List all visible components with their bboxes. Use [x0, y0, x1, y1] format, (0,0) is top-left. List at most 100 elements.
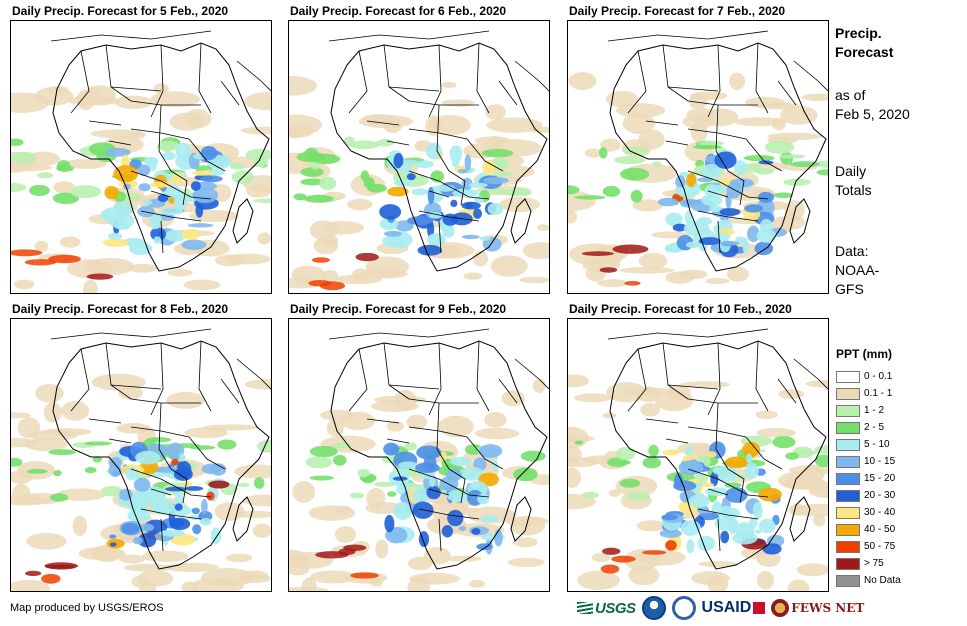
precip-patch	[369, 577, 383, 587]
precip-patch	[765, 140, 795, 154]
country-border	[428, 44, 442, 118]
precip-patch	[159, 529, 185, 537]
precip-patch	[758, 518, 776, 534]
precip-patch	[714, 151, 737, 169]
precip-patch	[449, 145, 463, 163]
precip-patch	[289, 549, 309, 569]
precip-patch	[450, 199, 458, 207]
panel-title: Daily Precip. Forecast for 8 Feb., 2020	[12, 302, 229, 316]
precip-patch	[56, 160, 71, 172]
precip-patch	[720, 530, 730, 544]
country-border	[170, 170, 188, 206]
legend-label: 30 - 40	[864, 507, 896, 518]
precip-patch	[334, 274, 382, 285]
precip-patch	[461, 201, 481, 210]
country-border	[645, 418, 679, 424]
legend-item: 30 - 40	[836, 504, 901, 521]
precip-patch	[446, 489, 471, 502]
data-source-label: Data:	[835, 243, 869, 259]
legend-label: 10 - 15	[864, 456, 896, 467]
precip-patch	[624, 280, 641, 286]
precip-patch	[691, 571, 730, 586]
precip-patch	[107, 232, 123, 240]
precip-patch	[747, 225, 760, 243]
totals-line: Totals	[835, 182, 872, 198]
precip-patch	[694, 482, 703, 488]
precip-patch	[706, 451, 717, 459]
precip-patch	[225, 553, 253, 563]
precip-patch	[84, 467, 97, 474]
precip-patch	[311, 153, 341, 165]
precip-patch	[468, 580, 486, 588]
precip-patch	[173, 194, 186, 212]
precip-patch	[623, 146, 650, 156]
precip-patch	[648, 444, 659, 457]
precip-patch	[11, 138, 24, 147]
precip-patch	[192, 187, 219, 204]
legend-label: 0 - 0.1	[864, 371, 893, 382]
africa-outline	[52, 42, 270, 272]
country-border	[438, 220, 442, 254]
precip-patch	[175, 142, 192, 161]
logo-strip: USGS USAID FEWS NET	[577, 594, 864, 622]
precip-patch	[119, 488, 133, 501]
precip-patch	[123, 563, 173, 572]
precip-patch	[48, 449, 77, 456]
precip-patch	[416, 445, 442, 460]
precip-patch	[292, 481, 316, 503]
africa-outline	[330, 42, 548, 272]
precip-patch	[719, 208, 741, 216]
legend-swatch	[836, 438, 860, 451]
country-border	[220, 80, 240, 106]
precip-patch	[771, 117, 786, 131]
precip-patch	[367, 183, 387, 193]
precip-patch	[321, 269, 339, 284]
precip-patch	[732, 531, 758, 545]
precip-patch	[527, 126, 549, 133]
precip-patch	[742, 441, 761, 458]
precip-patch	[756, 198, 775, 217]
country-border	[436, 104, 450, 172]
precip-patch	[778, 154, 806, 159]
country-border	[717, 518, 721, 552]
precip-patch	[725, 487, 748, 503]
precip-patch	[137, 532, 157, 548]
precip-patch	[428, 114, 471, 136]
precip-patch	[170, 533, 196, 546]
precip-map	[10, 20, 272, 294]
precip-patch	[724, 482, 742, 488]
precip-patch	[293, 193, 307, 201]
forecast-panel-feb-9: Daily Precip. Forecast for 9 Feb., 2020	[288, 302, 550, 594]
precip-patch	[289, 124, 314, 138]
legend-swatch	[836, 557, 860, 570]
precip-patch	[447, 509, 464, 527]
legend-label: 2 - 5	[864, 422, 885, 433]
precip-patch	[25, 570, 42, 577]
precip-patch	[415, 160, 434, 169]
precip-patch	[482, 159, 496, 176]
precip-patch	[489, 187, 506, 194]
precip-patch	[121, 522, 140, 535]
precip-patch	[45, 564, 76, 569]
precip-patch	[63, 158, 108, 169]
country-border	[130, 468, 212, 498]
precip-patch	[217, 439, 237, 450]
precip-patch	[743, 154, 775, 162]
precip-patch	[605, 90, 639, 108]
legend-swatch	[836, 404, 860, 417]
country-border	[687, 426, 747, 438]
precip-patch	[234, 464, 271, 479]
precip-patch	[127, 263, 158, 273]
precip-patch	[636, 520, 668, 532]
precip-patch	[53, 181, 76, 194]
precip-patch	[710, 471, 719, 487]
precip-patch	[300, 178, 325, 186]
precip-patch	[665, 540, 677, 551]
precip-patch	[477, 493, 490, 505]
country-border	[448, 170, 466, 206]
precip-patch	[615, 446, 636, 461]
precip-patch	[24, 259, 57, 266]
precip-patch	[476, 543, 493, 551]
forecast-panel-feb-10: Daily Precip. Forecast for 10 Feb., 2020	[567, 302, 829, 594]
country-border	[388, 384, 440, 390]
